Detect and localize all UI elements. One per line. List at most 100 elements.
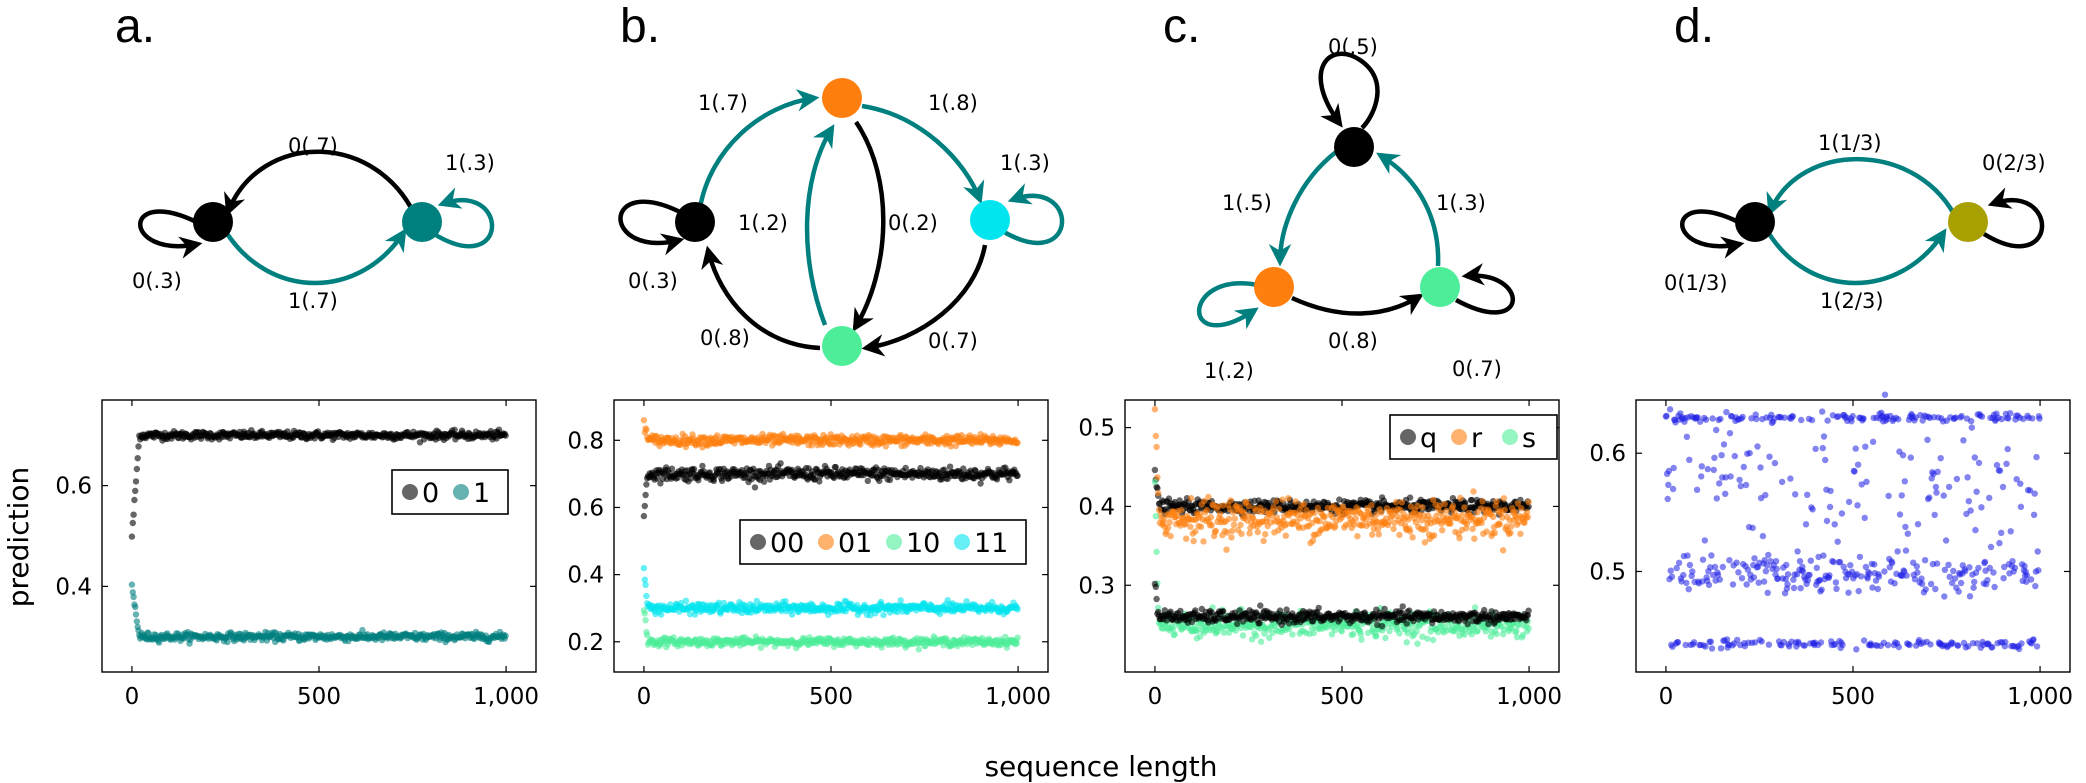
data-point	[1790, 584, 1798, 592]
graph-d: 1(1/3) 1(2/3) 0(1/3) 0(2/3)	[1664, 131, 2046, 313]
data-point	[1229, 527, 1236, 534]
data-point	[1014, 634, 1021, 641]
graph-c: 0(.5) 1(.5) 1(.3) 0(.8) 1(.2) 0(.7)	[1197, 35, 1516, 383]
data-point	[1155, 489, 1162, 497]
data-point	[1429, 636, 1437, 644]
node-a-1	[402, 202, 442, 242]
data-point	[1765, 641, 1773, 648]
data-point	[134, 455, 141, 462]
y-tick-label: 0.4	[567, 563, 604, 589]
data-point	[1717, 415, 1724, 423]
data-point	[1668, 573, 1676, 580]
data-point	[129, 589, 136, 596]
data-point	[751, 484, 759, 491]
data-point	[643, 481, 650, 488]
data-point	[1826, 572, 1833, 579]
data-point	[1309, 537, 1317, 544]
data-point	[1216, 510, 1224, 518]
data-point	[1838, 510, 1846, 517]
data-point	[1784, 571, 1792, 578]
data-point	[1524, 513, 1532, 521]
data-point	[1743, 581, 1750, 588]
data-point	[1792, 491, 1799, 498]
data-point	[1754, 443, 1761, 450]
data-point	[946, 463, 954, 470]
data-point	[1315, 604, 1322, 612]
data-point	[1766, 453, 1773, 460]
data-point	[832, 463, 839, 471]
data-point	[132, 487, 139, 495]
data-point	[1665, 481, 1672, 488]
data-point	[1822, 456, 1829, 464]
data-point	[1798, 416, 1805, 424]
edge-label: 1(.3)	[445, 151, 495, 175]
data-point	[1368, 502, 1375, 509]
data-point	[130, 511, 137, 518]
data-point	[1765, 551, 1772, 559]
data-point	[1257, 638, 1265, 645]
data-point	[1234, 620, 1241, 628]
node-c-s	[1420, 267, 1460, 307]
data-point	[1014, 472, 1021, 479]
x-tick-label: 0	[125, 684, 140, 710]
node-b-01	[822, 78, 862, 118]
data-point	[1439, 527, 1446, 534]
edge-label: 1(.2)	[1204, 359, 1254, 383]
data-point	[1152, 583, 1160, 590]
data-point	[1013, 640, 1020, 647]
data-point	[1373, 632, 1380, 640]
edge-b-10to01	[804, 124, 835, 326]
data-point	[131, 496, 138, 504]
data-point	[1212, 527, 1220, 535]
data-point	[1797, 585, 1804, 592]
data-point	[1262, 531, 1269, 538]
data-point	[1014, 439, 1021, 446]
data-point	[1684, 552, 1691, 559]
data-point	[1151, 466, 1159, 474]
data-point	[280, 637, 287, 644]
data-point	[1812, 445, 1819, 453]
data-point	[1827, 487, 1834, 495]
x-tick-label: 500	[297, 684, 341, 710]
graph-a: 0(.7) 1(.7) 0(.3) 1(.3)	[132, 134, 495, 313]
edge-c-selfr	[1197, 281, 1259, 330]
data-point	[1245, 502, 1253, 510]
data-point	[1419, 504, 1426, 511]
data-point	[1704, 465, 1712, 473]
data-point	[1220, 608, 1227, 615]
node-c-r	[1254, 267, 1294, 307]
data-point	[1783, 561, 1790, 569]
data-point	[1690, 639, 1698, 646]
data-point	[1802, 521, 1810, 528]
data-point	[1722, 490, 1729, 497]
legend-label: q	[1420, 423, 1437, 454]
data-point	[760, 478, 768, 485]
data-point	[1804, 491, 1811, 498]
data-point	[1675, 559, 1683, 566]
data-point	[1746, 449, 1753, 457]
data-point	[1409, 534, 1416, 541]
data-point	[1382, 634, 1389, 642]
data-point	[1164, 524, 1172, 531]
data-point	[1796, 558, 1804, 565]
edge-c-stoq	[1376, 152, 1441, 267]
data-point	[1430, 532, 1438, 539]
data-point	[1787, 475, 1794, 482]
data-point	[1406, 528, 1414, 535]
data-point	[1698, 463, 1706, 470]
data-point	[1479, 498, 1486, 505]
data-point	[1493, 498, 1500, 505]
data-point	[1378, 623, 1386, 630]
data-point	[1813, 564, 1821, 571]
data-point	[1759, 532, 1767, 540]
node-b-11	[970, 200, 1010, 240]
data-point	[668, 465, 676, 472]
data-point	[1702, 416, 1710, 423]
data-point	[777, 460, 784, 467]
data-point	[1338, 628, 1346, 635]
data-point	[816, 478, 823, 485]
